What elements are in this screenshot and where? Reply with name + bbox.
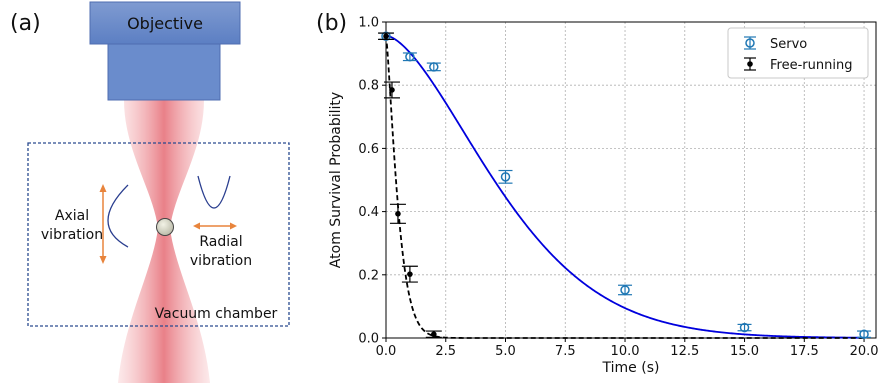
servo-data-point <box>739 322 750 333</box>
x-axis-title: Time (s) <box>602 360 660 376</box>
radial-label-line1: Radial <box>199 234 242 250</box>
x-tick-label: 2.5 <box>435 344 456 359</box>
free-running-data-point <box>383 33 389 40</box>
trapped-atom <box>156 218 174 236</box>
legend-label: Servo <box>770 37 807 52</box>
y-tick-label: 0.8 <box>358 79 379 94</box>
vacuum-chamber-outline <box>27 142 290 327</box>
x-tick-label: 17.5 <box>790 344 819 359</box>
radial-arrow-icon <box>193 222 237 230</box>
panel-a-label: (a) <box>10 11 41 36</box>
servo-fit-curve <box>385 34 865 339</box>
schematic-svg: (a) Objective Axial vibration Radial vib… <box>10 1 290 383</box>
objective-lens: Objective <box>89 1 241 101</box>
servo-data-point <box>429 62 439 72</box>
legend-servo-marker <box>745 38 755 48</box>
free-running-data-point <box>407 271 413 277</box>
free-running-data-point <box>395 211 401 217</box>
axial-potential-curve <box>107 184 129 248</box>
x-tick-label: 5.0 <box>495 344 516 359</box>
y-tick-label: 1.0 <box>358 16 379 31</box>
x-tick-label: 15.0 <box>730 344 759 359</box>
x-tick-label: 10.0 <box>611 344 640 359</box>
panel-a-schematic: (a) Objective Axial vibration Radial vib… <box>0 0 310 383</box>
legend-box <box>727 27 869 79</box>
y-tick-label: 0.6 <box>358 142 379 157</box>
chamber-label: Vacuum chamber <box>155 306 278 322</box>
survival-chart: (b) 0.0 2.5 5.0 7.5 10.0 12.5 15.0 17.5 20.00.00… <box>316 11 879 377</box>
x-tick-label: 0.0 <box>376 344 397 359</box>
legend-free-running-marker <box>747 61 753 67</box>
y-tick-label: 0.2 <box>358 268 379 283</box>
servo-data-point <box>859 329 869 339</box>
axial-label-line1: Axial <box>55 208 89 224</box>
x-tick-label: 7.5 <box>555 344 576 359</box>
radial-potential-curve <box>197 175 231 209</box>
servo-data-point <box>381 31 391 41</box>
data-points <box>378 31 872 339</box>
fit-curves <box>385 34 865 339</box>
free-running-data-point <box>431 331 437 338</box>
radial-label-line2: vibration <box>190 253 252 269</box>
objective-label: Objective <box>127 14 203 33</box>
y-tick-label: 0.4 <box>358 205 379 220</box>
axis-labels: 0.0 2.5 5.0 7.5 10.0 12.5 15.0 17.5 20.0 0.0 0.2 0.… <box>328 16 879 377</box>
axial-arrow-icon <box>99 184 107 264</box>
x-tick-label: 12.5 <box>670 344 699 359</box>
panel-b-label: (b) <box>316 11 347 36</box>
axial-label-line2: vibration <box>41 227 103 243</box>
laser-beam <box>118 100 210 383</box>
legend: Servo Free-running <box>727 27 869 79</box>
panel-b-chart: (b) 0.0 2.5 5.0 7.5 10.0 12.5 15.0 17.5 20.0 0.0 0… <box>310 0 883 383</box>
y-axis-title: Atom Survival Probability <box>328 92 344 268</box>
servo-data-point <box>405 52 415 62</box>
y-tick-label: 0.0 <box>358 332 379 347</box>
servo-data-point <box>620 285 630 295</box>
legend-label: Free-running <box>770 58 852 73</box>
free-running-data-point <box>389 87 395 93</box>
servo-data-point <box>500 172 511 182</box>
x-tick-label: 20.0 <box>850 344 879 359</box>
